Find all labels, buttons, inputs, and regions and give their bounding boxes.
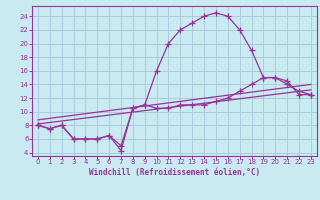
X-axis label: Windchill (Refroidissement éolien,°C): Windchill (Refroidissement éolien,°C) bbox=[89, 168, 260, 177]
